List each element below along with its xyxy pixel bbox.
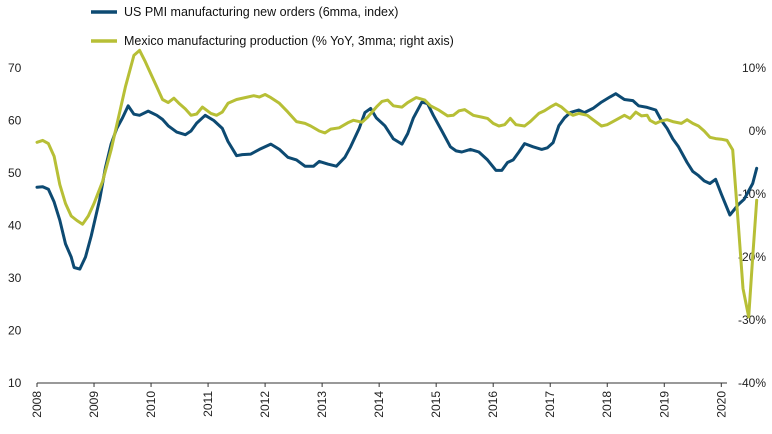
legend: US PMI manufacturing new orders (6mma, i…	[91, 5, 454, 48]
x-tick-label: 2020	[714, 391, 728, 418]
y-left-tick-label: 60	[8, 114, 22, 128]
x-tick-label: 2017	[543, 391, 557, 418]
y-left-tick-label: 30	[8, 271, 22, 285]
y-right-tick-label: 0%	[749, 124, 767, 138]
series-line-us-pmi	[35, 92, 759, 271]
x-tick-label: 2014	[372, 391, 386, 418]
y-right-tick-label: 10%	[742, 61, 766, 75]
x-tick-label: 2010	[144, 391, 158, 418]
y-left-tick-label: 20	[8, 324, 22, 338]
legend-label-mexico: Mexico manufacturing production (% YoY, …	[124, 34, 454, 48]
x-tick-label: 2012	[258, 391, 272, 418]
x-tick-label: 2009	[87, 391, 101, 418]
y-left-tick-label: 40	[8, 219, 22, 233]
axes: 2008 2009 2010 2011 2012 2013 2014 2015 2016 2017…	[8, 61, 766, 418]
x-tick-label: 2016	[486, 391, 500, 418]
x-tick-label: 2013	[315, 391, 329, 418]
legend-label-us-pmi: US PMI manufacturing new orders (6mma, i…	[124, 5, 398, 19]
y-left-tick-label: 70	[8, 61, 22, 75]
series-layer	[35, 48, 759, 319]
y-left-tick-label: 10	[8, 376, 22, 390]
x-tick-label: 2011	[201, 391, 215, 417]
x-tick-label: 2015	[429, 391, 443, 418]
y-right-tick-label: -10%	[738, 187, 766, 201]
y-left-tick-label: 50	[8, 166, 22, 180]
series-line-mexico	[35, 48, 759, 319]
y-right-tick-label: -30%	[738, 313, 766, 327]
x-tick-label: 2008	[30, 391, 44, 418]
y-right-tick-label: -40%	[738, 376, 766, 390]
x-tick-label: 2018	[600, 391, 614, 418]
x-tick-label: 2019	[657, 391, 671, 418]
